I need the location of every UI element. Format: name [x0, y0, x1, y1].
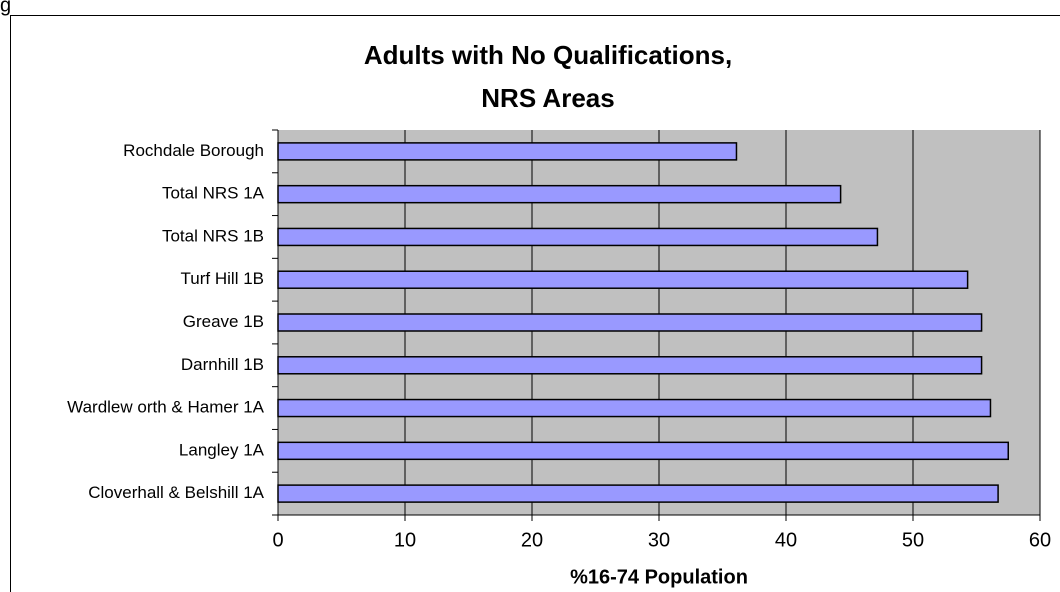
caption: g	[0, 0, 11, 16]
x-tick-label: 60	[1029, 529, 1051, 551]
y-tick-label: Langley 1A	[179, 440, 265, 459]
x-tick-label: 20	[521, 529, 543, 551]
x-tick-label: 0	[272, 529, 283, 551]
y-tick-label: Turf Hill 1B	[181, 269, 264, 288]
bar	[277, 227, 879, 247]
y-tick-label: Wardlew orth & Hamer 1A	[67, 398, 264, 417]
y-tick-label: Total NRS 1B	[162, 226, 264, 245]
x-tick-label: 40	[775, 529, 797, 551]
y-tick-label: Darnhill 1B	[181, 355, 264, 374]
bar	[277, 356, 983, 375]
y-tick-label: Greave 1B	[183, 312, 264, 331]
bar	[277, 484, 999, 503]
y-tick-label: Total NRS 1A	[162, 184, 265, 203]
x-tick-label: 10	[394, 529, 416, 551]
chart-title: NRS Areas	[481, 83, 614, 113]
bar	[277, 313, 983, 332]
y-tick-label: Cloverhall & Belshill 1A	[88, 483, 264, 502]
bar	[277, 270, 969, 289]
bar	[277, 184, 842, 204]
bar	[277, 142, 738, 161]
chart-title: Adults with No Qualifications,	[364, 40, 732, 70]
x-tick-label: 30	[648, 529, 670, 551]
x-tick-label: 50	[902, 529, 924, 551]
bar	[277, 441, 1009, 461]
x-axis-label: %16-74 Population	[570, 566, 748, 588]
y-tick-label: Rochdale Borough	[123, 141, 264, 160]
bar	[277, 398, 992, 418]
